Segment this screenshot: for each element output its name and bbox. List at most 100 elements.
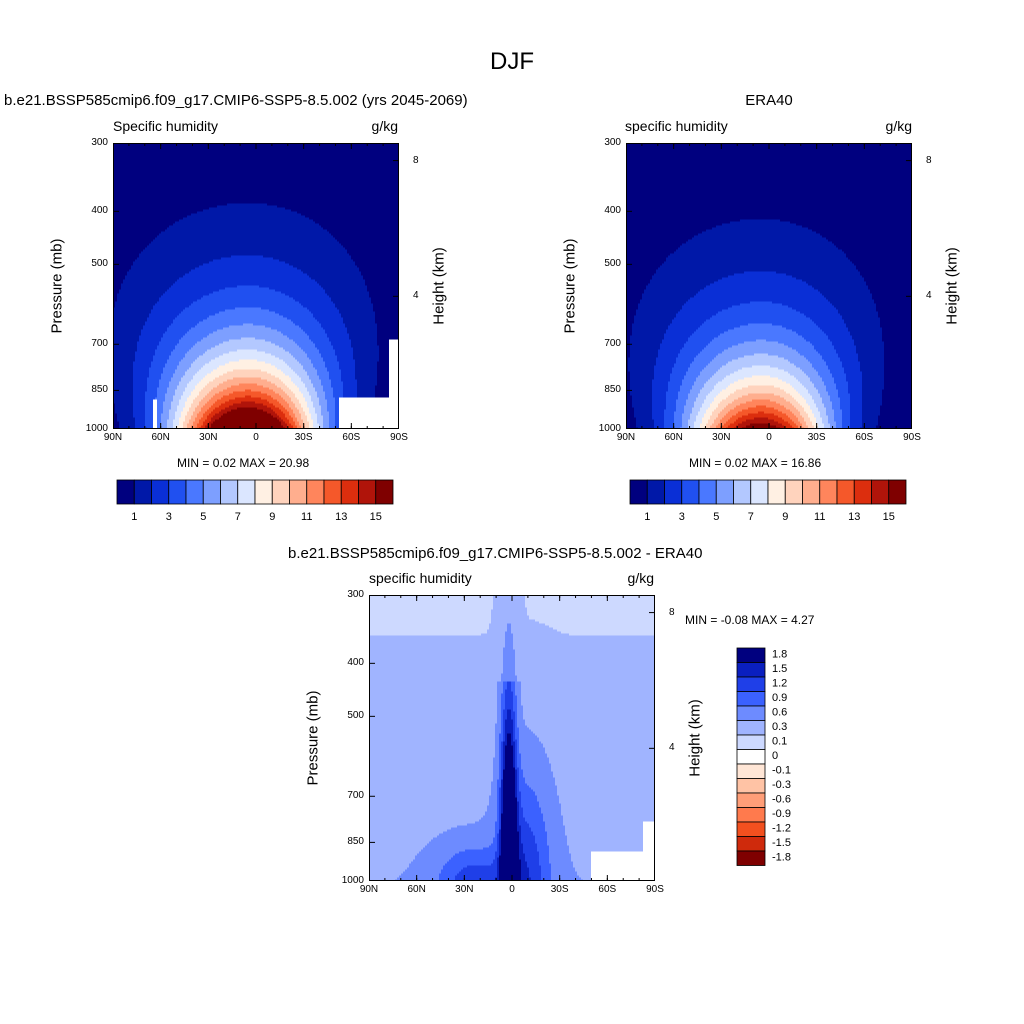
contour-fill-grid (626, 143, 912, 429)
colorbar-box (254, 479, 273, 505)
panel1-y-tick-label: 400 (91, 205, 108, 217)
colorbar-box (715, 479, 734, 505)
panel2-y-tick-label: 300 (604, 137, 621, 148)
colorbar-label: 0.9 (772, 692, 787, 704)
panel3-title: b.e21.BSSP585cmip6.f09_g17.CMIP6-SSP5-8.… (288, 545, 703, 562)
colorbar-box (664, 479, 683, 505)
panel2-x-tick-label: 0 (766, 432, 772, 443)
panel1-x-tick-label: 90S (390, 432, 408, 443)
panel3-x-tick-label: 90N (359, 884, 379, 895)
colorbar-box (736, 676, 766, 692)
colorbar-box (736, 807, 766, 823)
panel2-x-tick-label: 60N (664, 432, 683, 443)
panel1-y2-tick-label: 4 (413, 290, 419, 302)
colorbar-box (681, 479, 700, 505)
panel3-y2-tick-label: 4 (669, 742, 675, 754)
colorbar-label: 11 (814, 511, 825, 523)
panel3-min-max: MIN = -0.08 MAX = 4.27 (685, 613, 814, 627)
colorbar-label: 1.2 (772, 678, 787, 690)
panel3-y2-axis-label: Height (km) (686, 699, 704, 777)
panel3-colorbar: 1.8 1.5 1.2 0.9 0.6 0.3 0.1 0 -0.1 -0.3 -0.6 -0.9 -1… (736, 647, 791, 866)
panel1-contour-plot (113, 143, 399, 429)
panel3-subtitle-left: specific humidity (369, 570, 472, 586)
panel2-y-axis-label: Pressure (mb) (561, 238, 579, 334)
panel3-y-tick-label: 850 (347, 836, 364, 848)
panel2-y2-axis-label: Height (km) (943, 247, 961, 325)
colorbar-box (736, 850, 766, 866)
colorbar-label: 0.3 (772, 721, 787, 733)
panel1-subtitle-left: Specific humidity (113, 118, 219, 134)
panel2-max-value: 16.86 (791, 456, 822, 470)
panel3-y-tick-label: 700 (347, 790, 364, 802)
colorbar-label: 11 (301, 511, 312, 523)
colorbar-box (168, 479, 187, 505)
panel1-y-tick-label: 700 (91, 338, 108, 350)
colorbar-label: 0 (772, 750, 778, 762)
colorbar-label: 15 (370, 511, 382, 523)
panel3-x-tick-label: 0 (509, 884, 515, 895)
colorbar-label: -0.3 (772, 779, 791, 791)
colorbar-label: 9 (269, 511, 275, 523)
panel3-x-tick-label: 30S (550, 884, 569, 895)
colorbar-box (736, 792, 766, 808)
colorbar-box (151, 479, 170, 505)
panel1-min-value: 0.02 (212, 456, 237, 470)
colorbar-box (736, 705, 766, 721)
contour-fill-grid (369, 595, 655, 881)
panel3-max-label: MAX = (751, 613, 788, 627)
colorbar-box (888, 479, 907, 505)
panel1-x-tick-label: 0 (253, 432, 259, 443)
panel2-max-label: MAX = (751, 456, 788, 470)
panel2-min-label: MIN = (689, 456, 722, 470)
colorbar-box (853, 479, 872, 505)
panel3-x-tick-label: 60S (598, 884, 617, 895)
colorbar-box (306, 479, 325, 505)
panel1-x-tick-label: 60S (342, 432, 361, 443)
panel3-subtitle-right: g/kg (627, 570, 654, 586)
panel1-subtitle-right: g/kg (371, 118, 398, 134)
colorbar-box (698, 479, 717, 505)
panel2-y-tick-label: 700 (604, 338, 621, 350)
colorbar-box (629, 479, 648, 505)
panel2-x-tick-label: 60S (855, 432, 874, 443)
colorbar-label: 5 (200, 511, 206, 523)
colorbar-box (133, 479, 152, 505)
panel2-subtitle-right: g/kg (885, 118, 912, 134)
colorbar-box (784, 479, 803, 505)
colorbar-box (646, 479, 665, 505)
colorbar-box (271, 479, 290, 505)
panel1-y2-axis-label: Height (km) (430, 247, 448, 325)
colorbar-box (375, 479, 394, 505)
panel1-title: b.e21.BSSP585cmip6.f09_g17.CMIP6-SSP5-8.… (4, 92, 468, 109)
panel1-min-max: MIN = 0.02 MAX = 20.98 (177, 456, 309, 470)
panel2-title: ERA40 (745, 92, 793, 109)
colorbar-box (736, 734, 766, 750)
panel1-y-tick-label: 1000 (85, 423, 108, 434)
colorbar-box (220, 479, 239, 505)
panel1-y-tick-label: 850 (91, 384, 108, 396)
colorbar-label: -0.1 (772, 765, 791, 777)
colorbar-box (750, 479, 769, 505)
panel3-contour-plot (369, 595, 655, 881)
panel2-x-tick-label: 90S (903, 432, 921, 443)
panel2-y2-tick-label: 4 (926, 290, 932, 302)
panel3-y2-tick-label: 8 (669, 606, 675, 618)
colorbar-label: 13 (335, 511, 347, 523)
panel3-y-tick-label: 1000 (341, 875, 364, 886)
panel2-contour-plot (626, 143, 912, 429)
colorbar-label: 15 (883, 511, 895, 523)
colorbar-box (733, 479, 752, 505)
panel2-y-tick-label: 1000 (598, 423, 621, 434)
panel1-x-tick-label: 90N (103, 432, 123, 443)
colorbar-box (736, 836, 766, 852)
colorbar-label: 0.6 (772, 707, 787, 719)
colorbar-label: 7 (235, 511, 241, 523)
colorbar-label: 3 (679, 511, 685, 523)
panel1-x-tick-label: 30S (294, 432, 313, 443)
colorbar-box (736, 691, 766, 707)
colorbar-box (767, 479, 786, 505)
colorbar-box (237, 479, 256, 505)
panel2-x-tick-label: 30S (807, 432, 826, 443)
panel2-min-max: MIN = 0.02 MAX = 16.86 (689, 456, 821, 470)
colorbar-label: 1.5 (772, 663, 787, 675)
